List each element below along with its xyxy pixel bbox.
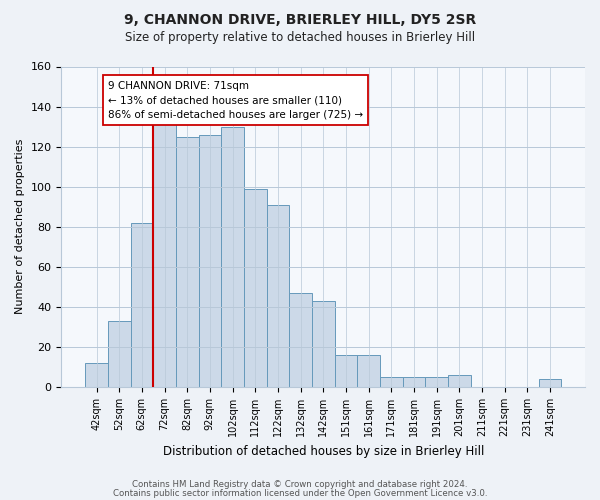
X-axis label: Distribution of detached houses by size in Brierley Hill: Distribution of detached houses by size … [163, 444, 484, 458]
Text: 9, CHANNON DRIVE, BRIERLEY HILL, DY5 2SR: 9, CHANNON DRIVE, BRIERLEY HILL, DY5 2SR [124, 12, 476, 26]
Text: Size of property relative to detached houses in Brierley Hill: Size of property relative to detached ho… [125, 31, 475, 44]
Bar [335, 355, 357, 387]
Text: 9 CHANNON DRIVE: 71sqm
← 13% of detached houses are smaller (110)
86% of semi-de: 9 CHANNON DRIVE: 71sqm ← 13% of detached… [108, 80, 363, 120]
Bar [380, 377, 403, 387]
Bar [153, 122, 176, 387]
Bar [199, 134, 221, 387]
Y-axis label: Number of detached properties: Number of detached properties [15, 139, 25, 314]
Bar [403, 377, 425, 387]
Bar [85, 363, 108, 387]
Bar [266, 204, 289, 387]
Bar [244, 188, 266, 387]
Bar [425, 377, 448, 387]
Text: Contains HM Land Registry data © Crown copyright and database right 2024.: Contains HM Land Registry data © Crown c… [132, 480, 468, 489]
Text: Contains public sector information licensed under the Open Government Licence v3: Contains public sector information licen… [113, 489, 487, 498]
Bar [108, 321, 131, 387]
Bar [539, 379, 561, 387]
Bar [176, 136, 199, 387]
Bar [221, 126, 244, 387]
Bar [131, 223, 153, 387]
Bar [312, 301, 335, 387]
Bar [357, 355, 380, 387]
Bar [289, 293, 312, 387]
Bar [448, 375, 470, 387]
